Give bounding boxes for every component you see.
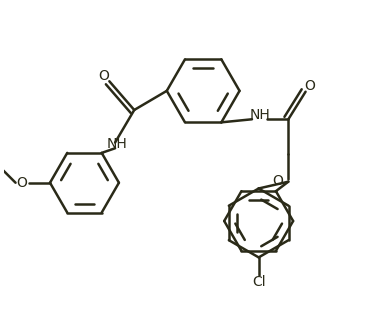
- Text: O: O: [98, 69, 109, 82]
- Text: O: O: [272, 173, 283, 188]
- Text: NH: NH: [107, 137, 127, 152]
- Text: O: O: [304, 79, 315, 93]
- Text: NH: NH: [249, 109, 270, 122]
- Text: Cl: Cl: [252, 275, 265, 289]
- Text: O: O: [17, 176, 27, 190]
